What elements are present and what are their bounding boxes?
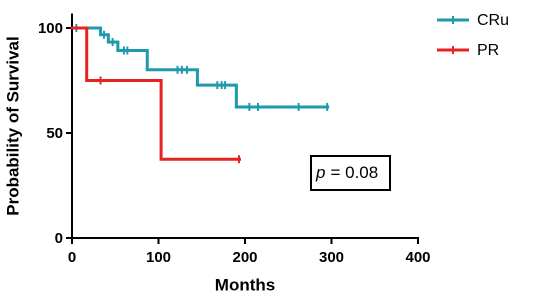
y-tick-label: 100: [38, 20, 63, 37]
x-tick-label: 200: [232, 249, 257, 266]
survival-curve: [70, 26, 241, 164]
x-tick-label: 0: [68, 249, 76, 266]
annotation: p = 0.08: [315, 163, 378, 182]
x-axis-title: Months: [215, 275, 275, 294]
survival-curve: [70, 24, 330, 111]
y-axis-title: Probability of Survival: [3, 36, 22, 216]
y-tick-label: 50: [46, 125, 63, 142]
x-tick-label: 100: [146, 249, 171, 266]
annotation-value: = 0.08: [330, 163, 378, 182]
annotation-box: [310, 155, 391, 191]
annotation-p: p: [315, 163, 325, 182]
y-tick-label: 0: [55, 230, 63, 247]
legend-label: PR: [477, 42, 499, 59]
x-tick-label: 300: [319, 249, 344, 266]
x-tick-label: 400: [405, 249, 430, 266]
legend-label: CRu: [477, 12, 509, 29]
